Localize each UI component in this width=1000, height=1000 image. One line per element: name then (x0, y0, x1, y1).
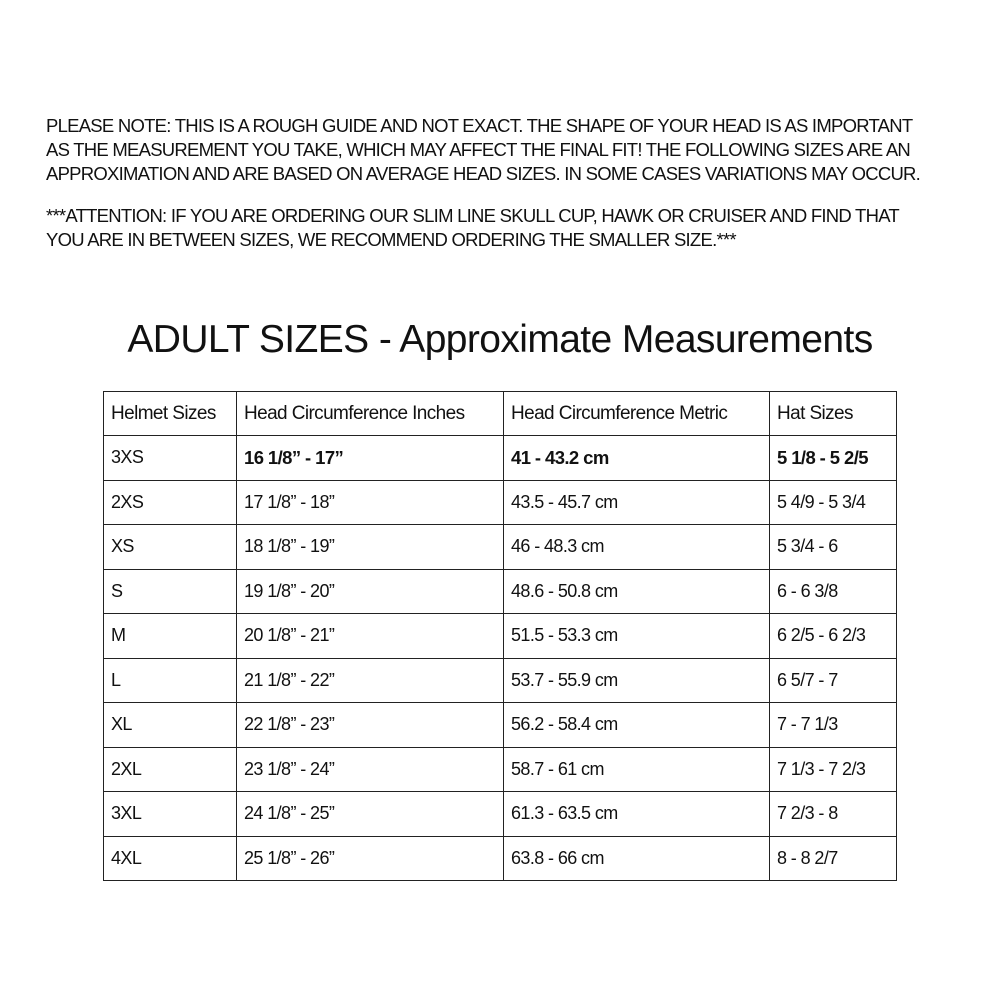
helmet-size-cell: 2XS (103, 479, 237, 525)
helmet-size-cell: 3XS (103, 435, 237, 481)
table-row: 2XL 23 1/8” - 24” 58.7 - 61 cm 7 1/3 - 7 2/… (103, 746, 897, 792)
metric-cell: 58.7 - 61 cm (503, 746, 770, 792)
metric-cell: 48.6 - 50.8 cm (503, 568, 770, 614)
helmet-size-cell: L (103, 657, 237, 703)
helmet-size-cell: XL (103, 702, 237, 748)
hat-size-cell: 5 3/4 - 6 (769, 524, 897, 570)
metric-cell: 63.8 - 66 cm (503, 835, 770, 881)
hat-size-cell: 7 1/3 - 7 2/3 (769, 746, 897, 792)
hat-size-cell: 6 - 6 3/8 (769, 568, 897, 614)
attention-line: YOU ARE IN BETWEEN SIZES, WE RECOMMEND O… (46, 229, 737, 250)
table-row: M 20 1/8” - 21” 51.5 - 53.3 cm 6 2/5 - 6 2/… (103, 613, 897, 659)
inches-cell: 21 1/8” - 22” (236, 657, 504, 703)
attention-line: ***ATTENTION: IF YOU ARE ORDERING OUR SL… (46, 205, 900, 226)
table-row: 2XS 17 1/8” - 18” 43.5 - 45.7 cm 5 4/9 - 5 … (103, 479, 897, 525)
header-helmet-sizes: Helmet Sizes (103, 391, 237, 436)
disclaimer-line: AS THE MEASUREMENT YOU TAKE, WHICH MAY A… (46, 139, 911, 160)
helmet-size-cell: S (103, 568, 237, 614)
helmet-size-cell: 4XL (103, 835, 237, 881)
inches-cell: 22 1/8” - 23” (236, 702, 504, 748)
table-row: XL 22 1/8” - 23” 56.2 - 58.4 cm 7 - 7 1/3 (103, 702, 897, 748)
hat-size-cell: 8 - 8 2/7 (769, 835, 897, 881)
hat-size-cell: 7 - 7 1/3 (769, 702, 897, 748)
table-row: 3XL 24 1/8” - 25” 61.3 - 63.5 cm 7 2/3 - 8 (103, 791, 897, 837)
table-row: XS 18 1/8” - 19” 46 - 48.3 cm 5 3/4 - 6 (103, 524, 897, 570)
inches-cell: 24 1/8” - 25” (236, 791, 504, 837)
table-row: 4XL 25 1/8” - 26” 63.8 - 66 cm 8 - 8 2/7 (103, 835, 897, 881)
size-table: Helmet Sizes Head Circumference Inches H… (103, 391, 897, 881)
metric-cell: 46 - 48.3 cm (503, 524, 770, 570)
metric-cell: 51.5 - 53.3 cm (503, 613, 770, 659)
hat-size-cell: 5 1/8 - 5 2/5 (769, 435, 897, 481)
hat-size-cell: 5 4/9 - 5 3/4 (769, 479, 897, 525)
inches-cell: 23 1/8” - 24” (236, 746, 504, 792)
helmet-size-cell: 2XL (103, 746, 237, 792)
attention-note: ***ATTENTION: IF YOU ARE ORDERING OUR SL… (46, 204, 900, 252)
helmet-size-cell: XS (103, 524, 237, 570)
metric-cell: 43.5 - 45.7 cm (503, 479, 770, 525)
inches-cell: 17 1/8” - 18” (236, 479, 504, 525)
hat-size-cell: 7 2/3 - 8 (769, 791, 897, 837)
hat-size-cell: 6 5/7 - 7 (769, 657, 897, 703)
fit-disclaimer: PLEASE NOTE: THIS IS A ROUGH GUIDE AND N… (46, 114, 921, 186)
table-row: 3XS 16 1/8” - 17” 41 - 43.2 cm 5 1/8 - 5 2/… (103, 435, 897, 481)
header-inches: Head Circumference Inches (236, 391, 504, 436)
inches-cell: 18 1/8” - 19” (236, 524, 504, 570)
inches-cell: 19 1/8” - 20” (236, 568, 504, 614)
disclaimer-line: APPROXIMATION AND ARE BASED ON AVERAGE H… (46, 163, 921, 184)
metric-cell: 61.3 - 63.5 cm (503, 791, 770, 837)
helmet-size-cell: 3XL (103, 791, 237, 837)
metric-cell: 41 - 43.2 cm (503, 435, 770, 481)
table-row: L 21 1/8” - 22” 53.7 - 55.9 cm 6 5/7 - 7 (103, 657, 897, 703)
chart-title: ADULT SIZES - Approximate Measurements (127, 318, 873, 361)
helmet-size-cell: M (103, 613, 237, 659)
table-row: S 19 1/8” - 20” 48.6 - 50.8 cm 6 - 6 3/8 (103, 568, 897, 614)
disclaimer-line: PLEASE NOTE: THIS IS A ROUGH GUIDE AND N… (46, 115, 913, 136)
inches-cell: 20 1/8” - 21” (236, 613, 504, 659)
header-hat-sizes: Hat Sizes (769, 391, 897, 436)
inches-cell: 25 1/8” - 26” (236, 835, 504, 881)
metric-cell: 53.7 - 55.9 cm (503, 657, 770, 703)
hat-size-cell: 6 2/5 - 6 2/3 (769, 613, 897, 659)
table-header-row: Helmet Sizes Head Circumference Inches H… (103, 391, 897, 436)
metric-cell: 56.2 - 58.4 cm (503, 702, 770, 748)
inches-cell: 16 1/8” - 17” (236, 435, 504, 481)
header-metric: Head Circumference Metric (503, 391, 770, 436)
